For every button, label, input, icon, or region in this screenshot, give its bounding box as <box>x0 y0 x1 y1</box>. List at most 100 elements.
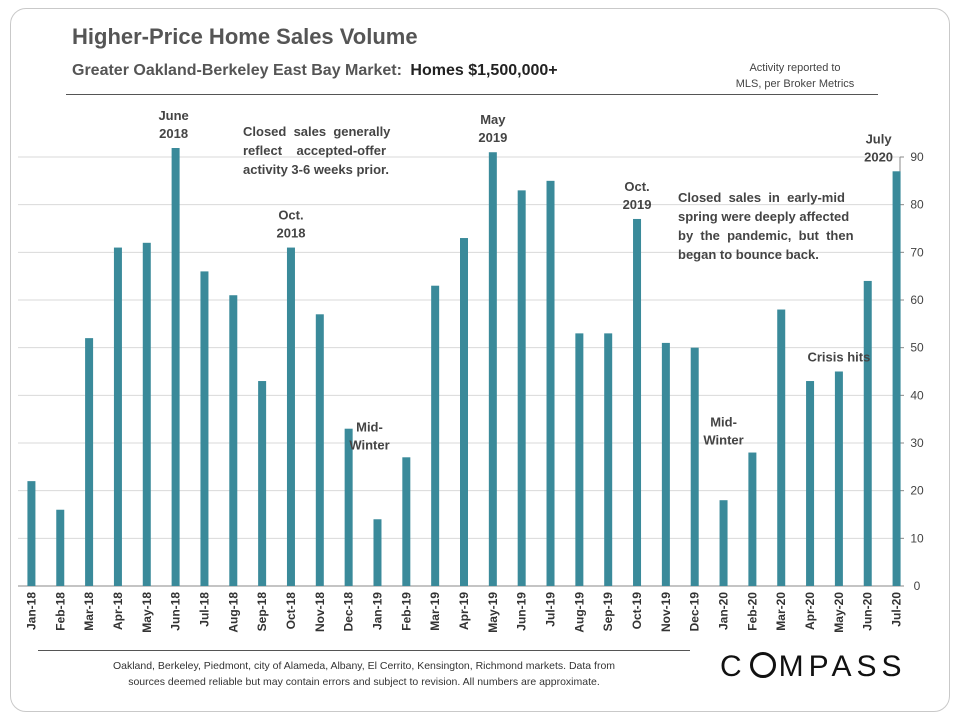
chart-note-line: reflect accepted-offer <box>243 143 386 158</box>
footer-line: Oakland, Berkeley, Piedmont, city of Ala… <box>112 660 616 672</box>
bar-jun-19 <box>517 190 526 586</box>
x-tick-label: May-19 <box>486 592 500 633</box>
activity-note: Activity reported to MLS, per Broker Met… <box>720 60 870 92</box>
annotation-label: Mid- <box>710 415 737 430</box>
bar-dec-19 <box>690 347 699 586</box>
x-tick-label: Jun-20 <box>861 592 875 631</box>
bar-nov-18 <box>315 314 324 586</box>
x-tick-label: May-20 <box>832 592 846 633</box>
annotation-label: Oct. <box>278 208 303 223</box>
subtitle-price-range: Homes $1,500,000+ <box>410 62 558 79</box>
bar-apr-18 <box>113 247 122 587</box>
bar-sep-19 <box>604 333 613 586</box>
x-tick-label: Mar-18 <box>82 592 96 631</box>
annotation-label: May <box>480 112 506 127</box>
bar-feb-20 <box>748 452 757 586</box>
chart-note-line: began to bounce back. <box>678 247 819 262</box>
y-tick-label: 70 <box>910 245 924 259</box>
x-tick-label: Dec-19 <box>688 592 702 632</box>
activity-note-line: Activity reported to <box>749 62 841 74</box>
bar-mar-19 <box>431 285 440 586</box>
x-tick-label: Aug-18 <box>226 592 240 633</box>
y-tick-label: 30 <box>910 436 924 450</box>
x-tick-label: Jan-18 <box>24 592 38 630</box>
bar-may-20 <box>834 371 843 586</box>
y-tick-label: 90 <box>910 150 924 164</box>
logo-letter: A <box>831 650 857 683</box>
footer-note: Oakland, Berkeley, Piedmont, city of Ala… <box>40 658 688 690</box>
annotation-label: 2019 <box>623 197 652 212</box>
x-tick-label: Mar-19 <box>428 592 442 631</box>
x-tick-label: Jul-19 <box>544 592 558 627</box>
bar-oct-18 <box>286 247 295 587</box>
bar-apr-20 <box>806 381 815 586</box>
x-tick-label: Jan-20 <box>717 592 731 630</box>
chart-note-line: spring were deeply affected <box>678 209 849 224</box>
bar-feb-18 <box>56 509 65 586</box>
y-tick-label: 10 <box>910 531 924 545</box>
activity-note-line: MLS, per Broker Metrics <box>735 78 855 90</box>
annotation-label: June <box>158 108 188 123</box>
x-tick-label: Sep-18 <box>255 592 269 632</box>
x-tick-label: Oct-18 <box>284 592 298 630</box>
annotation-label: Oct. <box>624 179 649 194</box>
annotation-label: July <box>866 131 893 146</box>
footer-line: sources deemed reliable but may contain … <box>128 676 600 688</box>
x-tick-label: Jul-18 <box>197 592 211 627</box>
logo-letter: P <box>808 650 832 683</box>
footer-divider <box>38 650 690 651</box>
bar-jul-18 <box>200 271 209 586</box>
bar-dec-18 <box>344 428 353 586</box>
bar-jul-19 <box>546 180 555 587</box>
bar-aug-18 <box>229 295 238 586</box>
x-tick-label: Apr-20 <box>803 592 817 630</box>
bar-mar-20 <box>777 309 786 586</box>
chart-note-line: by the pandemic, but then <box>678 228 854 243</box>
annotation-label: Crisis hits <box>807 350 870 365</box>
bar-jan-19 <box>373 519 382 586</box>
annotation-label: Winter <box>349 437 389 452</box>
annotation-label: Winter <box>703 433 743 448</box>
bar-nov-19 <box>661 342 670 586</box>
bar-may-19 <box>488 152 497 586</box>
bar-mar-18 <box>85 338 94 586</box>
x-tick-label: Nov-18 <box>313 592 327 632</box>
chart-note-line: Closed sales in early-mid <box>678 190 845 205</box>
annotation-label: 2020 <box>864 149 893 164</box>
logo-letter: M <box>778 650 809 683</box>
chart-subtitle: Greater Oakland-Berkeley East Bay Market… <box>72 62 558 80</box>
x-tick-label: Jun-18 <box>169 592 183 631</box>
bar-aug-19 <box>575 333 584 586</box>
x-tick-label: Aug-19 <box>572 592 586 633</box>
chart-title: Higher-Price Home Sales Volume <box>72 24 418 49</box>
bar-feb-19 <box>402 457 411 586</box>
logo-letter: S <box>856 650 882 683</box>
x-tick-label: Jun-19 <box>515 592 529 631</box>
bar-jun-20 <box>863 280 872 586</box>
chart-note-line: activity 3-6 weeks prior. <box>243 162 389 177</box>
bar-sep-18 <box>258 381 267 586</box>
logo-letter: S <box>881 650 907 683</box>
subtitle-market: Greater Oakland-Berkeley East Bay Market… <box>72 62 402 79</box>
chart-note-line: Closed sales generally <box>243 124 391 139</box>
bar-oct-19 <box>633 218 642 586</box>
bar-may-18 <box>142 242 151 587</box>
x-tick-label: Apr-19 <box>457 592 471 630</box>
y-tick-label: 80 <box>910 198 924 212</box>
bar-apr-19 <box>460 238 468 587</box>
y-tick-label: 0 <box>914 579 921 593</box>
y-tick-label: 20 <box>910 484 924 498</box>
annotation-label: 2019 <box>478 130 507 145</box>
x-tick-label: Sep-19 <box>601 592 615 632</box>
logo-letter: C <box>720 650 747 683</box>
bar-jul-20 <box>892 171 901 587</box>
x-tick-label: May-18 <box>140 592 154 633</box>
header-divider <box>66 94 878 95</box>
x-tick-label: Dec-18 <box>342 592 356 632</box>
y-tick-label: 40 <box>910 388 924 402</box>
x-tick-label: Mar-20 <box>774 592 788 631</box>
y-tick-label: 60 <box>910 293 924 307</box>
x-tick-label: Feb-19 <box>399 592 413 631</box>
x-tick-label: Feb-18 <box>53 592 67 631</box>
